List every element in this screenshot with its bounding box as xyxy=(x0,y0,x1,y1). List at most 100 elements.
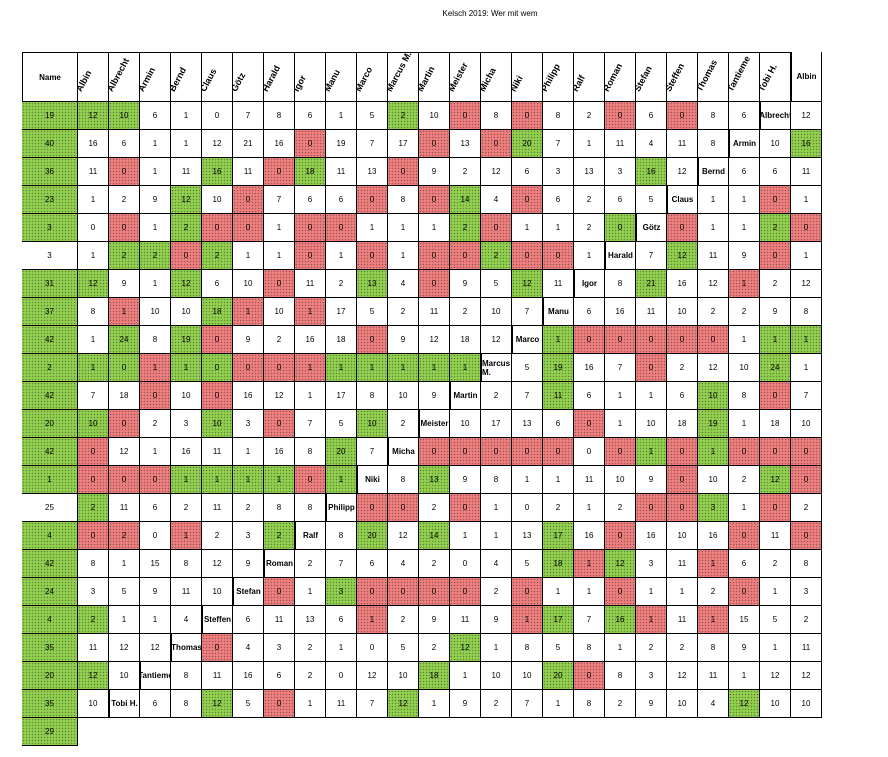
matrix-cell: 2 xyxy=(109,242,140,270)
matrix-cell: 1 xyxy=(667,578,698,606)
matrix-cell: 1 xyxy=(326,634,357,662)
matrix-cell: 10 xyxy=(388,382,419,410)
matrix-cell: 19 xyxy=(543,354,574,382)
matrix-cell: 1 xyxy=(729,186,760,214)
matrix-cell: 16 xyxy=(636,522,667,550)
matrix-cell: 0 xyxy=(574,410,605,438)
matrix-cell: 3 xyxy=(264,634,295,662)
matrix-cell: 1 xyxy=(698,606,729,634)
matrix-cell: 7 xyxy=(512,298,543,326)
matrix-cell: 1 xyxy=(357,354,388,382)
matrix-cell: 18 xyxy=(109,382,140,410)
column-header-label: Albrecht xyxy=(109,56,132,94)
matrix-cell: 11 xyxy=(233,158,264,186)
matrix-cell: 12 xyxy=(78,662,109,690)
matrix-cell: 3 xyxy=(698,494,729,522)
matrix-cell: 2 xyxy=(264,522,295,550)
matrix-cell: 1 xyxy=(729,494,760,522)
matrix-cell: 0 xyxy=(481,438,512,466)
column-header: Martin xyxy=(419,52,450,102)
matrix-cell: 11 xyxy=(326,158,357,186)
matrix-cell: 1 xyxy=(791,186,822,214)
matrix-cell: 0 xyxy=(264,354,295,382)
matrix-cell: 5 xyxy=(760,606,791,634)
matrix-cell: 0 xyxy=(605,326,636,354)
matrix-cell: 16 xyxy=(574,522,605,550)
matrix-cell: 0 xyxy=(295,130,326,158)
matrix-cell: 0 xyxy=(760,438,791,466)
row-header: Micha xyxy=(388,438,419,466)
column-header: Bernd xyxy=(171,52,202,102)
matrix-cell: 18 xyxy=(202,298,233,326)
matrix-cell: 12 xyxy=(760,662,791,690)
matrix-cell: 12 xyxy=(171,270,202,298)
matrix-cell: 0 xyxy=(698,326,729,354)
matrix-cell: 16 xyxy=(791,130,822,158)
matrix-cell: 2 xyxy=(109,186,140,214)
matrix-cell: 0 xyxy=(202,102,233,130)
column-header-label: Micha xyxy=(481,66,498,94)
matrix-cell: 0 xyxy=(791,214,822,242)
matrix-cell: 7 xyxy=(512,690,543,718)
matrix-cell: 8 xyxy=(512,634,543,662)
matrix-cell: 0 xyxy=(791,438,822,466)
matrix-cell: 8 xyxy=(481,466,512,494)
matrix-cell: 9 xyxy=(233,326,264,354)
matrix-cell: 1 xyxy=(233,466,264,494)
matrix-cell: 0 xyxy=(78,522,109,550)
matrix-cell: 10 xyxy=(512,662,543,690)
matrix-cell: 8 xyxy=(791,298,822,326)
matrix-table: Name Albin Albrecht Armin Bernd Claus Götz Har… xyxy=(22,52,822,746)
matrix-cell: 9 xyxy=(636,466,667,494)
matrix-cell: 2 xyxy=(419,550,450,578)
matrix-cell: 2 xyxy=(729,466,760,494)
column-header: Götz xyxy=(233,52,264,102)
matrix-cell: 37 xyxy=(22,298,78,326)
matrix-cell: 8 xyxy=(605,270,636,298)
matrix-cell: 6 xyxy=(295,186,326,214)
matrix-cell: 12 xyxy=(667,158,698,186)
matrix-cell: 2 xyxy=(605,690,636,718)
column-header-label: Thomas xyxy=(698,58,720,94)
matrix-cell: 16 xyxy=(171,438,202,466)
matrix-cell: 0 xyxy=(450,102,481,130)
matrix-cell: 1 xyxy=(171,522,202,550)
matrix-cell: 14 xyxy=(450,186,481,214)
column-header-label: Martin xyxy=(419,64,437,94)
matrix-cell: 0 xyxy=(636,326,667,354)
matrix-cell: 0 xyxy=(326,214,357,242)
matrix-cell: 7 xyxy=(605,354,636,382)
matrix-cell: 11 xyxy=(605,130,636,158)
matrix-cell: 24 xyxy=(760,354,791,382)
matrix-cell: 6 xyxy=(326,186,357,214)
matrix-cell: 1 xyxy=(574,550,605,578)
column-header-label: Marco xyxy=(357,65,375,94)
matrix-cell: 5 xyxy=(512,354,543,382)
matrix-cell: 1 xyxy=(543,690,574,718)
matrix-cell: 10 xyxy=(791,690,822,718)
matrix-cell: 1 xyxy=(605,410,636,438)
matrix-cell: 4 xyxy=(388,550,419,578)
matrix-cell: 7 xyxy=(574,606,605,634)
matrix-cell: 17 xyxy=(326,382,357,410)
matrix-cell: 2 xyxy=(574,186,605,214)
matrix-cell: 9 xyxy=(481,606,512,634)
matrix-cell: 2 xyxy=(729,298,760,326)
matrix-cell: 11 xyxy=(326,690,357,718)
matrix-cell: 1 xyxy=(171,466,202,494)
matrix-cell: 9 xyxy=(233,550,264,578)
matrix-cell: 1 xyxy=(512,214,543,242)
matrix-cell: 2 xyxy=(140,242,171,270)
column-header: Marcus M. xyxy=(388,52,419,102)
matrix-cell: 42 xyxy=(22,382,78,410)
row-header: Niki xyxy=(357,466,388,494)
matrix-cell: 19 xyxy=(22,102,78,130)
column-header-label: Marcus M. xyxy=(388,52,414,94)
matrix-cell: 2 xyxy=(574,214,605,242)
matrix-cell: 10 xyxy=(171,382,202,410)
matrix-cell: 2 xyxy=(481,690,512,718)
matrix-cell: 16 xyxy=(264,130,295,158)
matrix-cell: 10 xyxy=(78,690,109,718)
column-header-label: Igor xyxy=(295,73,308,94)
row-header: Tantieme xyxy=(140,662,171,690)
